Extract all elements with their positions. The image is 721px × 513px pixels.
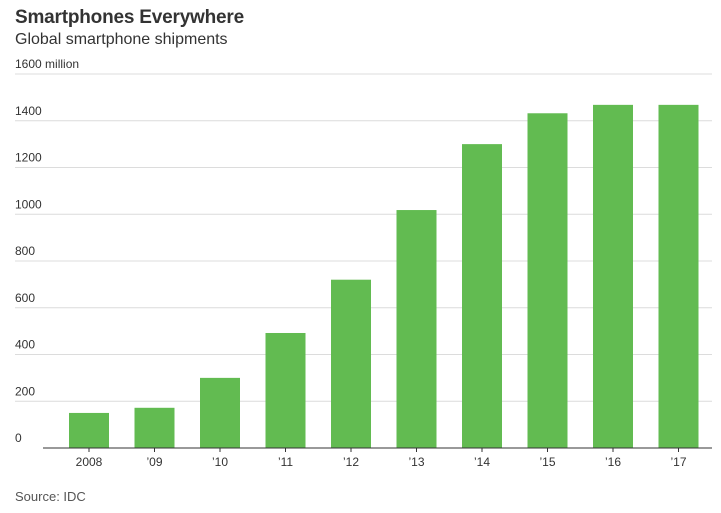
chart-title: Smartphones Everywhere: [15, 7, 244, 28]
x-tick-label: ’12: [343, 455, 359, 469]
x-tick-label: 2008: [76, 455, 103, 469]
bars: [69, 104, 699, 449]
x-tick-label: ’17: [670, 455, 686, 469]
y-tick-label: 600: [15, 291, 35, 305]
bar-1: [134, 407, 175, 448]
bar-8: [593, 104, 633, 448]
x-tick-label: ’13: [408, 455, 424, 469]
x-tick-label: ’09: [146, 455, 162, 469]
x-tick-label: ’10: [212, 455, 228, 469]
bar-2: [200, 377, 240, 448]
bar-4: [331, 279, 371, 448]
bar-0: [69, 412, 109, 448]
bar-7: [527, 113, 568, 449]
y-tick-label: 1000: [15, 197, 42, 211]
x-tick-label: ’14: [474, 455, 490, 469]
bar-5: [396, 210, 437, 448]
y-tick-label: 1200: [15, 151, 42, 165]
x-tick-label: ’16: [605, 455, 621, 469]
y-axis-ticks: 0 200 400 600 800 1000 1200 1400 1600 million: [15, 57, 79, 445]
y-tick-label: 400: [15, 338, 35, 352]
y-tick-label: 200: [15, 384, 35, 398]
x-axis-ticks: 2008 ’09 ’10 ’11 ’12 ’13 ’14 ’15 ’16 ’17: [76, 448, 687, 469]
y-tick-label: 1400: [15, 104, 42, 118]
y-tick-label: 0: [15, 431, 22, 445]
source-note: Source: IDC: [15, 489, 86, 504]
y-tick-label: 1600 million: [15, 57, 79, 71]
x-tick-label: ’11: [278, 455, 293, 469]
chart-subtitle: Global smartphone shipments: [15, 31, 228, 48]
x-tick-label: ’15: [539, 455, 555, 469]
y-tick-label: 800: [15, 244, 35, 258]
bar-6: [462, 144, 502, 448]
bar-9: [658, 104, 699, 448]
bar-3: [265, 332, 306, 448]
